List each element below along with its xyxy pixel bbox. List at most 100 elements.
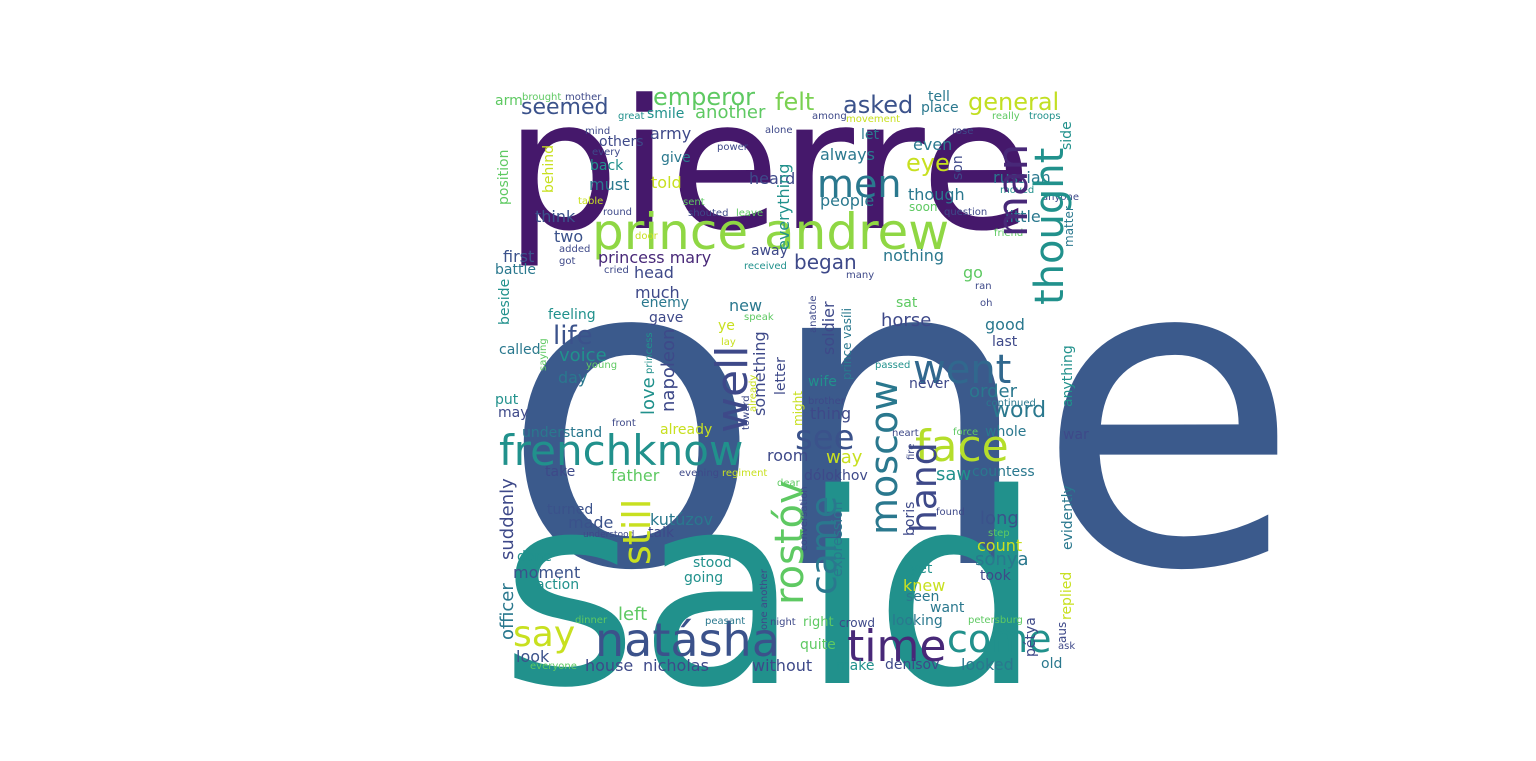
word-battle: battle (495, 262, 536, 278)
word-though: though (908, 185, 965, 204)
word-saying: saying (538, 338, 549, 371)
word-want: want (930, 600, 965, 616)
word-smile: smile (647, 106, 685, 122)
word-asked: asked (843, 91, 914, 119)
word-face: face (915, 421, 1009, 472)
word-crowd: crowd (839, 616, 876, 630)
word-away: away (751, 243, 788, 259)
word-aus: aus (1055, 621, 1069, 643)
word-russian: russian (993, 168, 1051, 187)
word-eye: eye (906, 149, 950, 177)
word-behind: behind (541, 144, 557, 193)
word-passed: passed (875, 360, 911, 371)
word-regiment: regiment (722, 468, 768, 479)
word-countess: countess (972, 464, 1035, 480)
word-house: house (585, 656, 634, 675)
word-stood: stood (693, 555, 732, 571)
word-received: received (744, 261, 787, 272)
word-let: let (861, 127, 879, 143)
word-among: among (812, 111, 847, 122)
word-war: war (1063, 427, 1089, 443)
word-found: found (936, 507, 965, 518)
word-two: two (554, 227, 584, 246)
word-position: position (496, 149, 512, 205)
word-without: without (752, 656, 813, 675)
word-soldier: soldier (819, 301, 838, 355)
word-moment: moment (513, 563, 581, 582)
word-long: long (980, 508, 1019, 529)
word-ran: ran (975, 281, 992, 292)
word-already2: already (748, 374, 759, 412)
word-father: father (611, 466, 660, 485)
word-going: going (684, 570, 724, 586)
word-love: love (638, 377, 659, 415)
word-horse: horse (881, 310, 932, 331)
word-gave: gave (649, 310, 684, 326)
word-got: got (559, 256, 576, 267)
word-even: even (913, 135, 953, 154)
word-never: never (909, 376, 950, 392)
word-princess-mary: princess mary (598, 248, 712, 267)
word-every: every (592, 147, 621, 158)
word-one-another: one another (759, 569, 770, 630)
word-understood: understood (583, 530, 635, 540)
word-brother: brother (808, 396, 845, 407)
word-cloud: one said pierre prince andrew natásha frenchk… (495, 77, 1300, 725)
word-saw: saw (936, 464, 972, 485)
word-great: great (618, 111, 645, 122)
word-beside: beside (497, 278, 513, 325)
word-knew: knew (903, 576, 946, 595)
word-back: back (590, 158, 624, 174)
word-day: day (558, 368, 588, 387)
word-man: man (988, 143, 1037, 237)
word-made: made (568, 513, 614, 532)
word-brought: brought (522, 92, 562, 103)
word-army: army (650, 124, 692, 143)
word-first: first (503, 247, 535, 266)
word-table: table (578, 196, 604, 207)
word-night: night (770, 617, 796, 628)
word-s-nya: sónya (975, 549, 1029, 570)
word-see: see (795, 418, 855, 458)
word-p-tya: pétya (1023, 617, 1039, 657)
word-officer: officer (497, 583, 518, 640)
word-emperor: emperor (653, 83, 756, 111)
word-denisov: denisov (885, 657, 940, 673)
word-went: went (913, 347, 1012, 393)
word-troops: troops (1029, 111, 1061, 122)
word-left: left (618, 604, 648, 625)
word-peasant: peasant (705, 616, 746, 627)
word-everyone: everyone (530, 661, 577, 672)
word-place: place (921, 100, 959, 116)
word-pierre: pierre (505, 62, 1032, 271)
word-old: old (1041, 656, 1063, 672)
word-everything: everything (774, 163, 793, 250)
word-princess: princess (644, 332, 655, 374)
word-expression: expression (830, 501, 846, 577)
word-look: look (516, 647, 550, 666)
word-added: added (559, 244, 591, 255)
word-men: men (817, 162, 902, 206)
word-frenchknow: frenchknow (499, 426, 744, 475)
word-feeling: feeling (548, 307, 596, 323)
word-replied: replied (1059, 571, 1075, 620)
word-quite: quite (800, 637, 836, 653)
word-room: room (767, 446, 809, 465)
word-continued: continued (986, 398, 1036, 409)
word-order: order (969, 381, 1017, 402)
word-talk: talk (648, 525, 675, 541)
word-dinner: dinner (575, 615, 608, 626)
word-take: take (545, 464, 576, 480)
word-may: may (498, 405, 529, 421)
word-many: many (846, 270, 875, 281)
word-thing: thing (810, 404, 852, 423)
word-door: door (635, 231, 658, 242)
word-another: another (695, 102, 766, 123)
word-count: count (977, 536, 1023, 555)
word-nothing: nothing (883, 246, 945, 265)
word-looked: looked (961, 655, 1014, 674)
word-napoleon: napoleon (658, 328, 679, 412)
word-heart: heart (892, 428, 919, 439)
word-prince-andrew: prince andrew (592, 203, 950, 261)
word-turned: turned (547, 502, 594, 518)
